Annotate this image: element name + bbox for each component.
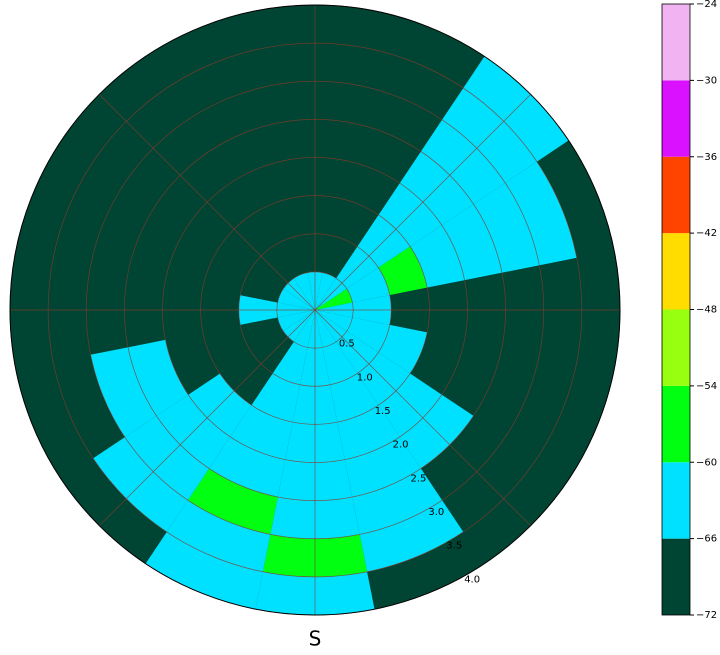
r-tick-label: 1.5 [375, 406, 391, 417]
radar-cell [15, 362, 94, 480]
grid-spoke [314, 94, 531, 311]
radar-cell [90, 182, 157, 273]
radar-cell [473, 182, 540, 273]
radar-cell [277, 288, 315, 310]
radar-cell [53, 354, 125, 459]
r-tick-label: 4.0 [464, 574, 480, 585]
radar-cell [322, 235, 358, 279]
radar-cell [128, 339, 189, 416]
radar-cell [187, 468, 278, 535]
radar-cell [230, 160, 293, 215]
radar-cell [352, 85, 443, 152]
r-tick-label: 0.5 [339, 339, 355, 350]
radar-cell [166, 48, 271, 120]
radar-cell [202, 246, 252, 296]
radar-cell [337, 405, 400, 460]
radar-cell [240, 317, 284, 353]
radar-cell [128, 204, 189, 281]
radar-cell [251, 197, 301, 247]
colorbar-tick-label: −60 [696, 457, 717, 468]
plot-border [9, 4, 621, 616]
radar-cell [165, 332, 220, 395]
grid-spoke [99, 94, 316, 311]
radar-cell [293, 272, 315, 310]
radar-cell [145, 531, 263, 610]
r-tick-label: 3.0 [428, 507, 444, 518]
colorbar-tick-label: −42 [696, 228, 717, 239]
radar-cell [322, 341, 358, 385]
radar-cell [165, 225, 220, 288]
radar-cell [378, 246, 428, 296]
radar-cell [166, 500, 271, 572]
radar-cell [346, 317, 390, 353]
radar-cell [230, 405, 293, 460]
radar-cell [505, 161, 577, 266]
radar-cell [209, 436, 286, 497]
colorbar-segment [662, 309, 690, 386]
colorbar-tick-label: −48 [696, 305, 717, 316]
radar-cell [346, 267, 390, 303]
radar-cell [145, 10, 263, 89]
radar-cell [410, 332, 465, 395]
radar-cell [90, 347, 157, 438]
radar-cell [272, 341, 308, 385]
colorbar-segment [662, 385, 690, 463]
radar-cell [378, 324, 428, 374]
radar-cell [315, 288, 353, 310]
radar-cell [240, 267, 284, 303]
radar-cell [329, 197, 379, 247]
radar-cell [441, 204, 502, 281]
radar-cell [410, 225, 465, 288]
radar-cell [337, 160, 400, 215]
radar-cell [505, 354, 577, 459]
colorbar-tick-label: −72 [696, 610, 717, 621]
radar-cell [315, 310, 337, 348]
r-tick-label: 1.0 [357, 372, 373, 383]
radar-cell [202, 324, 252, 374]
colorbar-segment [662, 462, 690, 539]
r-tick-label: 3.5 [446, 541, 462, 552]
radar-cell [344, 436, 421, 497]
radar-cell [251, 373, 301, 423]
radar-cell [352, 468, 443, 535]
colorbar-tick-label: −36 [696, 152, 717, 163]
radar-cell [15, 140, 94, 258]
radar-cell [187, 85, 278, 152]
direction-label: S [309, 627, 322, 651]
radar-cell [359, 500, 464, 572]
radar-cell [272, 235, 308, 279]
colorbar-segment [662, 233, 690, 310]
colorbar-tick-label: −66 [696, 534, 717, 545]
radar-cell [441, 339, 502, 416]
colorbar-tick-label: −30 [696, 75, 717, 86]
colorbar-segment [662, 538, 690, 615]
r-tick-label: 2.5 [410, 473, 426, 484]
radar-cell [473, 347, 540, 438]
grid-spoke [314, 309, 531, 526]
radar-cell [367, 531, 485, 610]
r-tick-label: 2.0 [393, 440, 409, 451]
radar-cell [367, 10, 485, 89]
radar-cell [536, 140, 615, 258]
radar-cell [315, 272, 337, 310]
radar-cell [53, 161, 125, 266]
colorbar-segment [662, 156, 690, 234]
radar-cell [315, 310, 353, 332]
radar-cell [329, 373, 379, 423]
radar-cell [359, 48, 464, 120]
grid-spoke [99, 309, 316, 526]
colorbar-tick-label: −54 [696, 381, 717, 392]
colorbar-segment [662, 4, 690, 81]
colorbar-tick-label: −24 [696, 0, 717, 10]
radar-cell [536, 362, 615, 480]
radar-cell [293, 310, 315, 348]
radar-cell [277, 310, 315, 332]
colorbar-segment [662, 80, 690, 157]
radar-cell [344, 123, 421, 184]
radar-cell [209, 123, 286, 184]
